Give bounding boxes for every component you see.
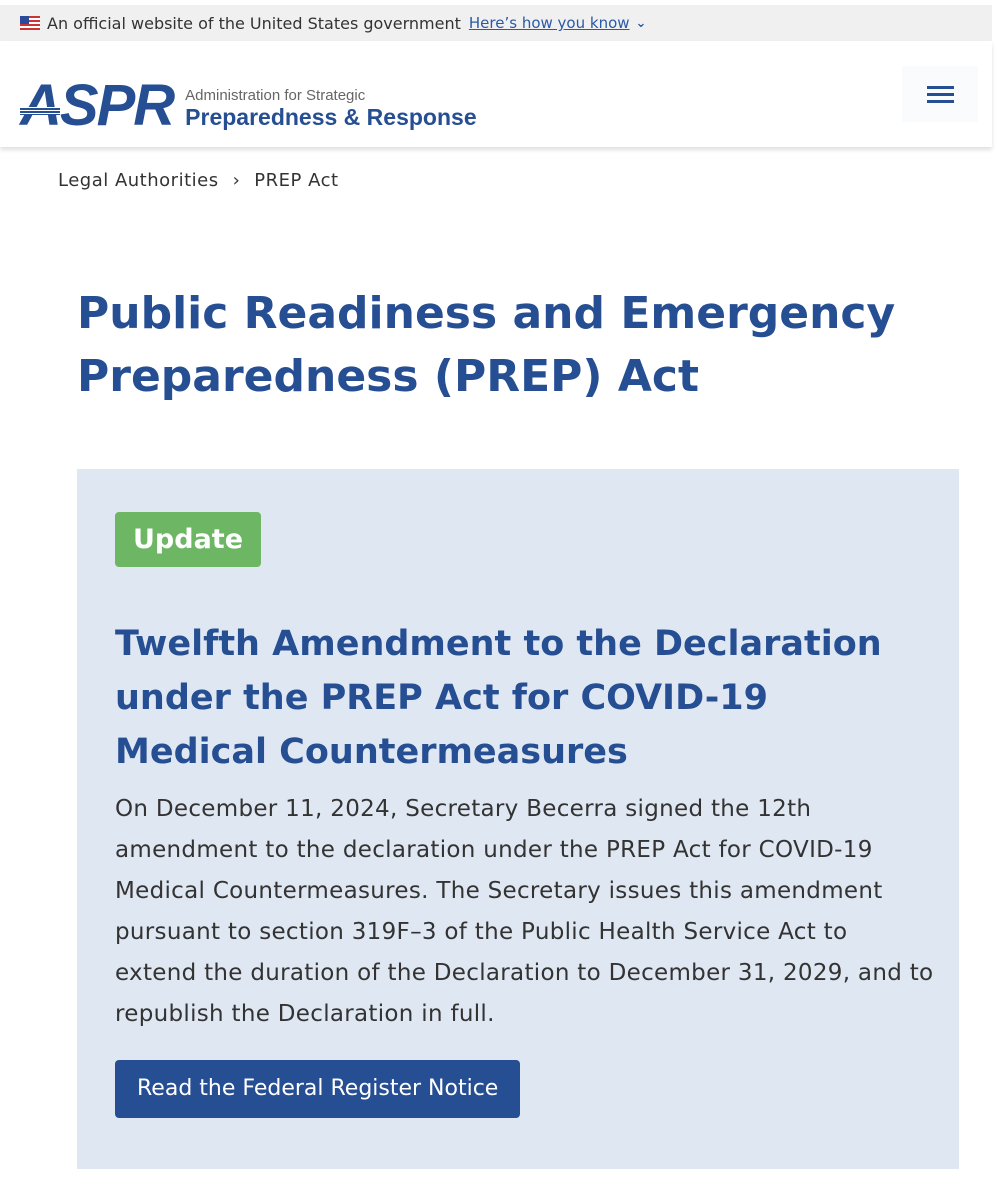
aspr-logo[interactable]: ASPR Administration for Strategic Prepar… xyxy=(20,73,477,138)
heres-how-you-know-link[interactable]: Here’s how you know xyxy=(468,14,630,32)
logo-mark: ASPR xyxy=(20,73,175,138)
chevron-right-icon: › xyxy=(232,170,241,191)
site-header: ASPR Administration for Strategic Prepar… xyxy=(0,41,992,147)
hamburger-icon xyxy=(926,82,954,107)
breadcrumb-prep-act: PREP Act xyxy=(254,170,339,191)
update-title: Twelfth Amendment to the Declaration und… xyxy=(115,624,882,772)
logo-subtitle: Administration for Strategic xyxy=(185,87,366,104)
breadcrumb-legal-authorities[interactable]: Legal Authorities xyxy=(58,170,219,191)
read-federal-register-button[interactable]: Read the Federal Register Notice xyxy=(115,1060,521,1118)
breadcrumb: Legal Authorities › PREP Act xyxy=(58,170,339,191)
page-title: Public Readiness and Emergency Preparedn… xyxy=(77,288,896,402)
gov-banner: An official website of the United States… xyxy=(0,5,992,41)
update-body: On December 11, 2024, Secretary Becerra … xyxy=(115,796,934,1027)
update-badge: Update xyxy=(115,512,262,567)
menu-button[interactable] xyxy=(902,66,978,122)
gov-banner-text: An official website of the United States… xyxy=(47,13,461,33)
update-panel: Update Twelfth Amendment to the Declarat… xyxy=(77,469,959,1169)
logo-title: Preparedness & Response xyxy=(185,104,477,130)
chevron-down-icon[interactable]: ⌄ xyxy=(635,15,647,31)
us-flag-icon xyxy=(20,16,40,30)
